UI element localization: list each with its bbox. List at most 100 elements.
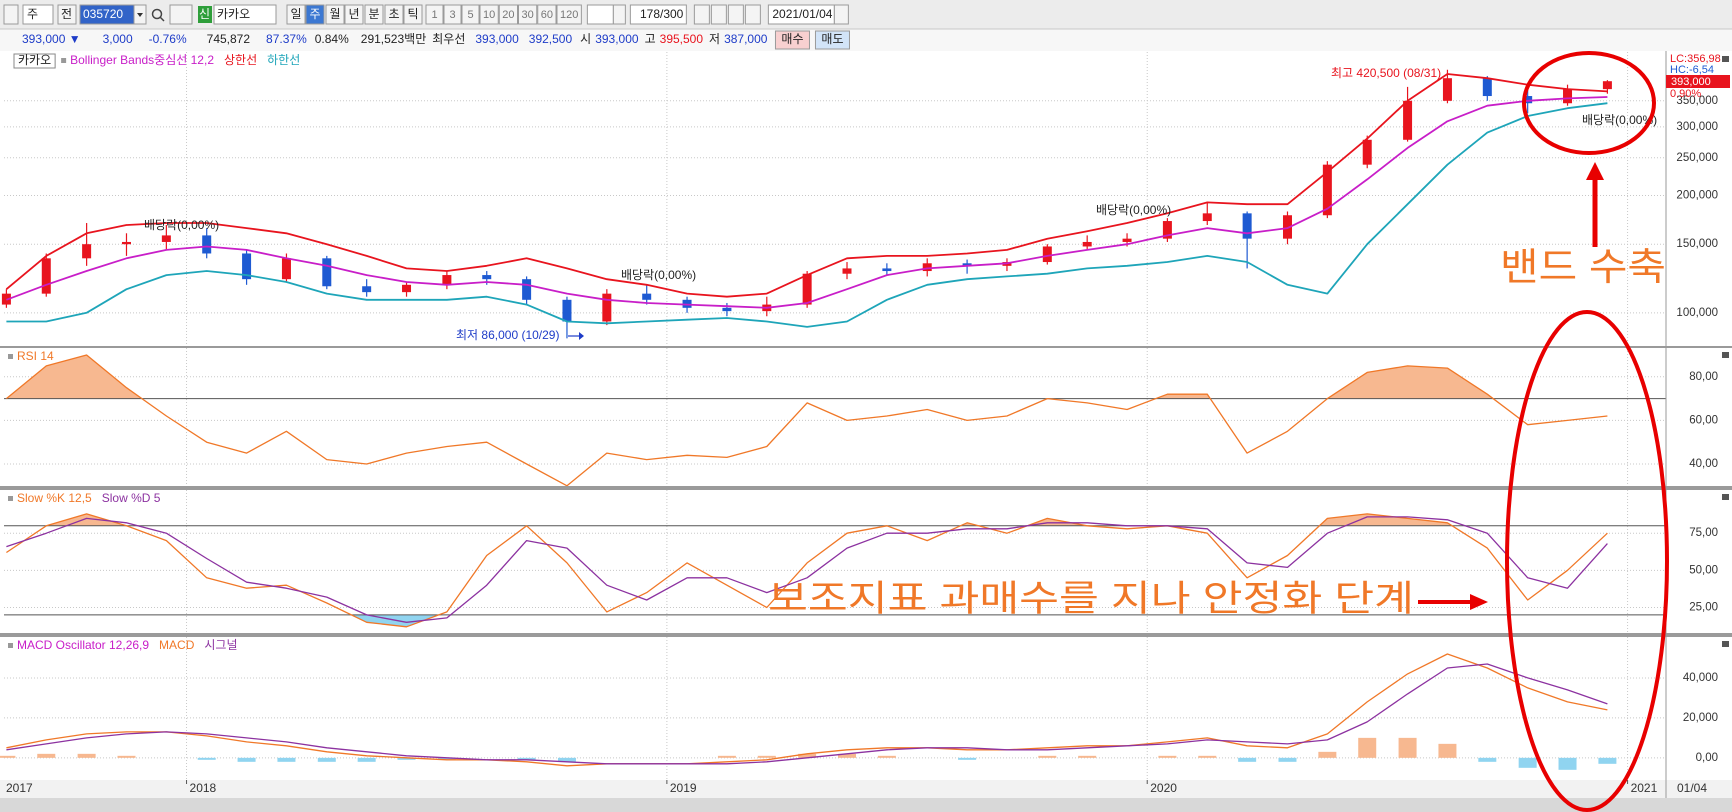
- y-tick-label: 300,000: [1676, 121, 1718, 133]
- chart-area: [0, 51, 1732, 781]
- legend-entry: MACD Oscillator 12,26,9: [17, 638, 149, 652]
- interval-button[interactable]: [479, 4, 499, 25]
- scope-button[interactable]: [57, 4, 77, 25]
- pane-button[interactable]: [1722, 56, 1729, 62]
- period-type: 주: [27, 7, 38, 21]
- pane-button[interactable]: [1722, 352, 1729, 358]
- overbought-fill: [6, 513, 1608, 526]
- period-button[interactable]: [325, 4, 345, 25]
- marks: 주 전 035720 신 카카오 일 주 월 년 분 초 틱 1 3 5 10 20 30 60 120 178/300…: [0, 4, 1732, 798]
- x-tick-label: 2018: [190, 781, 217, 795]
- interval-button[interactable]: [461, 4, 480, 25]
- period-button[interactable]: [403, 4, 423, 25]
- tool-button[interactable]: [727, 4, 744, 25]
- oscillator-bar: [277, 757, 296, 762]
- candle-body: [362, 286, 372, 293]
- stock-name: 카카오: [217, 7, 250, 21]
- search-icon[interactable]: [151, 8, 163, 20]
- y-tick-label: 80,00: [1689, 371, 1718, 383]
- quote-bid: 392,500: [529, 32, 573, 46]
- y-tick-label: 150,000: [1676, 238, 1718, 250]
- period-button[interactable]: [305, 4, 325, 25]
- period-button-label: 일: [290, 7, 301, 21]
- period-button[interactable]: [344, 4, 364, 25]
- y-tick-label: 50,00: [1689, 564, 1718, 576]
- legend-marker: [8, 496, 13, 501]
- oscillator-bar: [117, 755, 136, 758]
- candle-body: [602, 293, 612, 322]
- period-button[interactable]: [364, 4, 384, 25]
- buy-button[interactable]: [774, 30, 810, 50]
- x-tick-label: 2019: [670, 781, 697, 795]
- candle-body: [121, 241, 131, 245]
- period-button-label: 틱: [407, 7, 418, 21]
- series-line: [6, 96, 1608, 309]
- interval-button-label: 120: [560, 9, 578, 21]
- quote-change-pct: -0.76%: [149, 32, 187, 46]
- candle-body: [281, 258, 291, 280]
- oversold-fill: [6, 614, 1608, 627]
- oscillator-bar: [877, 755, 896, 758]
- interval-button-label: 20: [502, 9, 514, 21]
- sell-button[interactable]: [814, 30, 850, 50]
- series-line: [5, 354, 1608, 487]
- candle-body: [1242, 213, 1252, 239]
- interval-input[interactable]: [586, 4, 614, 25]
- quote-ask: 393,000: [475, 32, 519, 46]
- interval-button[interactable]: [518, 4, 538, 25]
- period-type-select[interactable]: [22, 4, 54, 25]
- tool-button[interactable]: [744, 4, 761, 25]
- oscillator-bar: [1438, 743, 1457, 758]
- price-tag: 393,000: [1671, 76, 1711, 88]
- stock-name-box: [213, 4, 277, 25]
- quote-open-label: 시: [580, 32, 591, 46]
- interval-button-label: 5: [467, 9, 473, 21]
- interval-button[interactable]: [425, 4, 444, 25]
- oscillator-bar: [757, 755, 776, 758]
- candle-body: [82, 244, 92, 259]
- price-tag-box: [1666, 75, 1730, 88]
- series-line: [6, 663, 1608, 765]
- pane-button[interactable]: [1722, 494, 1729, 500]
- sound-button[interactable]: [169, 4, 193, 25]
- interval-button[interactable]: [556, 4, 582, 25]
- quote-price: 393,000 ▼: [22, 32, 81, 46]
- interval-button[interactable]: [498, 4, 518, 25]
- tool-button[interactable]: [710, 4, 727, 25]
- oscillator-bar: [1158, 755, 1177, 758]
- calendar-button[interactable]: [833, 4, 849, 25]
- dividend-annotation: 배당락(0,00%): [1096, 203, 1171, 217]
- interval-button[interactable]: [537, 4, 557, 25]
- candle-body: [1602, 81, 1612, 90]
- dropdown-button[interactable]: [612, 4, 626, 25]
- legend-entry: Bollinger Bands중심선 12,2: [70, 53, 214, 67]
- quote-turnover: 0.84%: [315, 32, 349, 46]
- candle-body: [1082, 241, 1092, 247]
- y-tick-label: 25,00: [1689, 601, 1718, 613]
- interval-button-label: 3: [449, 9, 455, 21]
- dividend-annotation: 배당락(0,00%): [621, 268, 696, 282]
- quote-open: 393,000: [595, 32, 639, 46]
- sell-button-label: 매도: [821, 32, 843, 46]
- time-axis-bar: [0, 780, 1732, 798]
- tool-button[interactable]: [693, 4, 710, 25]
- legend-marker: [8, 643, 13, 648]
- interval-button[interactable]: [443, 4, 462, 25]
- series-line: [5, 73, 1608, 298]
- period-button[interactable]: [286, 4, 306, 25]
- candle-body: [1523, 96, 1533, 104]
- oscillator-bar: [1278, 757, 1297, 762]
- period-button-label: 주: [309, 7, 320, 21]
- period-button[interactable]: [384, 4, 404, 25]
- y-tick-label: 40,00: [1689, 458, 1718, 470]
- oscillator-bar: [1558, 757, 1577, 770]
- pane-button[interactable]: [1722, 641, 1729, 647]
- candle-body: [41, 258, 51, 294]
- candle-body: [161, 235, 171, 242]
- icon-button[interactable]: [3, 4, 19, 25]
- quote-high-label: 고: [645, 32, 656, 46]
- oscillator-bar: [798, 753, 817, 758]
- candle-body: [962, 263, 972, 266]
- y-tick-label: 350,000: [1676, 95, 1718, 107]
